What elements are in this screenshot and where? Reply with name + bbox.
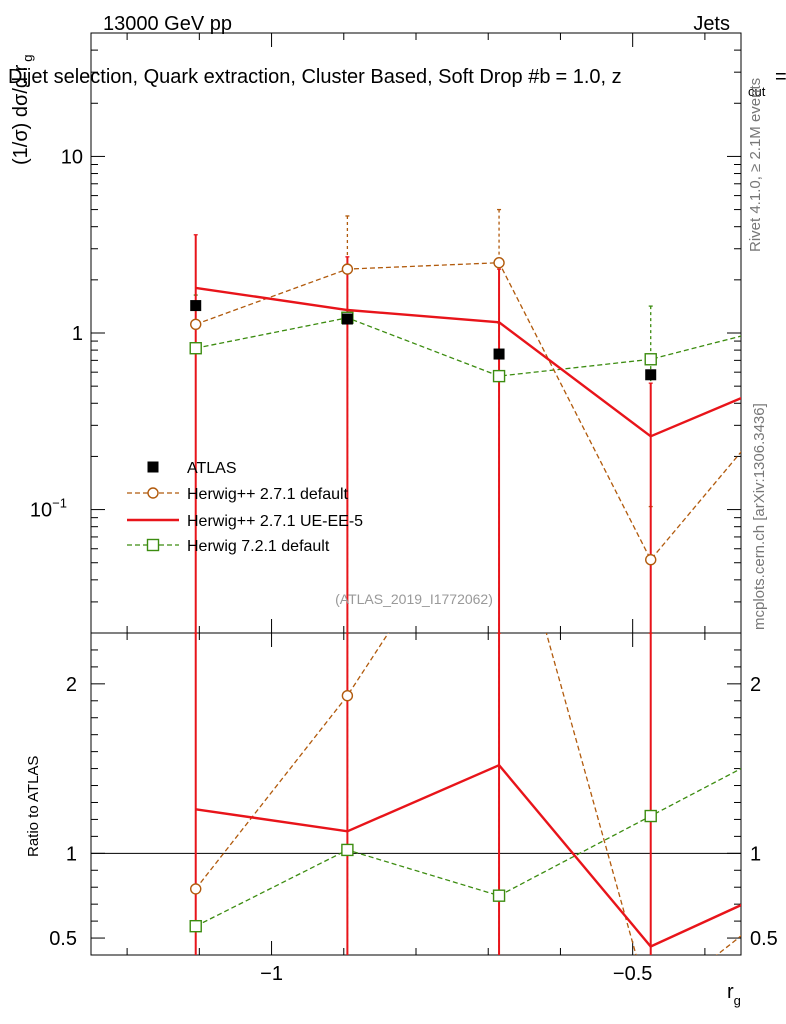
rivet-label: Rivet 4.1.0, ≥ 2.1M events <box>747 78 764 252</box>
ratio-frame <box>90 632 742 956</box>
legend-marker-h271_default <box>147 487 159 499</box>
main-point-h271_default <box>493 257 505 269</box>
main-ylabel-sub: g <box>20 55 35 62</box>
ratio-ytick-label-right: 0.5 <box>750 928 778 950</box>
main-ylabel: (1/σ) dσ/d r g <box>10 55 35 166</box>
xlabel-sub: g <box>734 993 741 1008</box>
equals-sign: = <box>775 66 786 88</box>
main-point-atlas <box>493 348 505 360</box>
mcplots-label: mcplots.cern.ch [arXiv:1306.3436] <box>751 403 768 630</box>
main-point-h271_default <box>190 318 202 331</box>
main-point-h271_default <box>645 554 657 566</box>
main-line-h721_default <box>195 317 741 377</box>
main-point-atlas <box>190 300 202 312</box>
main-line-h271_default <box>195 262 741 561</box>
main-point-h721_default <box>644 353 657 366</box>
selection-title-suffix: = 1.0, z <box>555 66 621 88</box>
ratio-point-h721_default <box>644 809 657 823</box>
legend-marker-atlas <box>147 461 159 473</box>
xtick-label: −1 <box>260 963 283 985</box>
main-point-h271_default <box>341 263 354 275</box>
ratio-point-h271_default <box>341 690 354 702</box>
main-ytick-label: 1 <box>72 323 83 345</box>
xlabel-text: r <box>727 981 734 1003</box>
cut-subscript: cut <box>748 84 766 99</box>
ratio-line-h271_default <box>195 633 741 955</box>
main-line-h271_ueee5 <box>195 286 741 438</box>
main-ylabel-text: (1/σ) dσ/d r <box>10 64 32 165</box>
legend: ATLAS Herwig++ 2.7.1 default Herwig++ 2.7.… <box>127 460 363 555</box>
main-ytick-label: 10 <box>61 146 83 168</box>
selection-title-main: Dijet selection, Quark extraction, Clust… <box>8 66 550 88</box>
energy-label: 13000 GeV pp <box>103 13 232 35</box>
ratio-ytick-label-left: 1 <box>66 843 77 865</box>
main-point-atlas <box>341 313 353 325</box>
legend-marker-h721_default <box>146 538 160 552</box>
selection-title: Dijet selection, Quark extraction, Clust… <box>8 66 622 88</box>
legend-label-h271_default: Herwig++ 2.7.1 default <box>187 486 349 503</box>
ratio-point-h271_default <box>190 883 202 895</box>
ratio-line-h271_ueee5 <box>195 763 741 948</box>
xlabel: rg <box>727 981 741 1008</box>
ratio-ytick-label-left: 2 <box>66 674 77 696</box>
category-label: Jets <box>693 13 730 35</box>
legend-label-atlas: ATLAS <box>187 460 237 477</box>
ratio-line-h721_default <box>195 767 741 927</box>
ratio-ytick-label-right: 1 <box>750 843 761 865</box>
ratio-ylabel: Ratio to ATLAS <box>25 756 42 857</box>
ratio-ytick-label-left: 0.5 <box>49 928 77 950</box>
ratio-point-h271_default <box>646 1003 656 1013</box>
analysis-id: (ATLAS_2019_I1772062) <box>335 591 493 607</box>
xtick-label: −0.5 <box>613 963 652 985</box>
main-point-atlas <box>645 369 657 381</box>
legend-label-h271_ueee5: Herwig++ 2.7.1 UE-EE-5 <box>187 513 363 530</box>
ratio-ytick-label-right: 2 <box>750 674 761 696</box>
main-point-h721_default <box>492 369 506 383</box>
main-point-h721_default <box>189 342 202 355</box>
main-ytick-label: 10−1 <box>30 496 67 522</box>
ratio-point-h721_default <box>189 919 202 933</box>
legend-label-h721_default: Herwig 7.2.1 default <box>187 538 330 555</box>
ratio-point-h721_default <box>492 889 506 902</box>
ratio-point-h721_default <box>341 843 354 857</box>
